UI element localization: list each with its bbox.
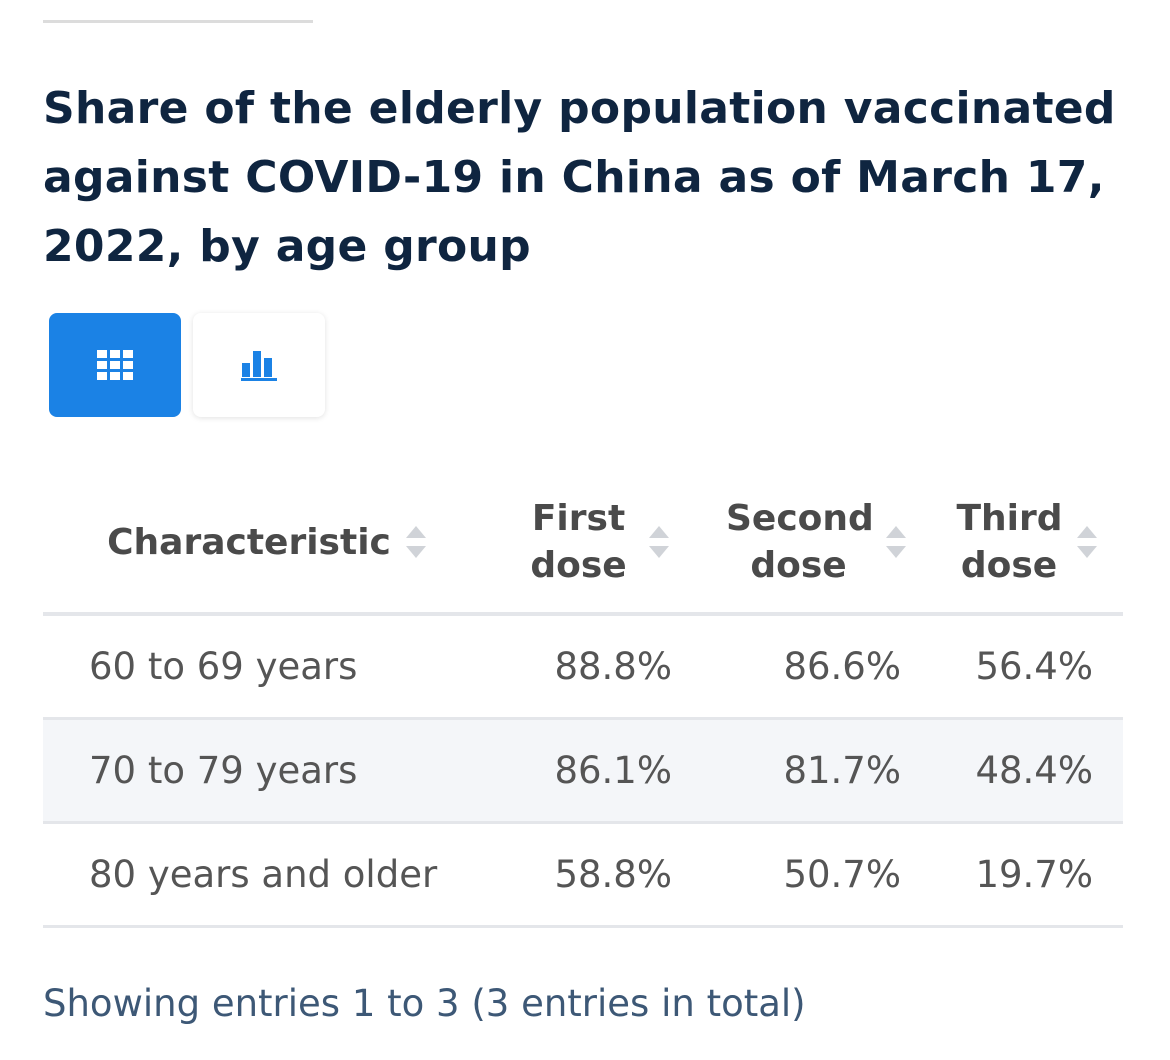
row-label: 60 to 69 years	[43, 614, 491, 720]
bar-chart-icon	[241, 351, 277, 381]
table-cell: 86.1%	[491, 718, 702, 824]
grid-icon	[97, 350, 133, 380]
sort-icon[interactable]	[1076, 524, 1098, 560]
table-cell: 81.7%	[702, 718, 931, 824]
table-view-button[interactable]	[49, 313, 181, 417]
sort-icon[interactable]	[405, 524, 427, 560]
sort-icon[interactable]	[648, 524, 670, 560]
entries-summary: Showing entries 1 to 3 (3 entries in tot…	[43, 982, 806, 1025]
table-row: 70 to 79 years 86.1% 81.7% 48.4%	[43, 718, 1123, 824]
table-row: 80 years and older 58.8% 50.7% 19.7%	[43, 822, 1123, 928]
column-header-label: Third dose	[956, 498, 1063, 586]
table-cell: 86.6%	[702, 614, 931, 720]
table-cell: 58.8%	[491, 822, 702, 928]
table-cell: 50.7%	[702, 822, 931, 928]
chart-title: Share of the elderly population vaccinat…	[43, 83, 1116, 272]
top-divider	[43, 20, 313, 23]
column-header-second-dose[interactable]: Second dose	[702, 472, 931, 616]
row-label: 80 years and older	[43, 822, 491, 928]
column-header-label: First dose	[530, 498, 627, 586]
table-cell: 88.8%	[491, 614, 702, 720]
column-header-first-dose[interactable]: First dose	[491, 472, 702, 616]
data-table: Characteristic First dose	[43, 472, 1123, 928]
sort-icon[interactable]	[885, 524, 907, 560]
table-row: 60 to 69 years 88.8% 86.6% 56.4%	[43, 614, 1123, 720]
table-cell: 48.4%	[931, 718, 1123, 824]
row-label: 70 to 79 years	[43, 718, 491, 824]
column-header-label: Second dose	[726, 498, 874, 586]
table-cell: 19.7%	[931, 822, 1123, 928]
column-header-label: Characteristic	[107, 521, 391, 563]
column-header-third-dose[interactable]: Third dose	[931, 472, 1123, 616]
table-header-row: Characteristic First dose	[43, 472, 1123, 616]
column-header-characteristic[interactable]: Characteristic	[43, 472, 491, 616]
chart-view-button[interactable]	[193, 313, 325, 417]
view-toggle	[49, 313, 325, 417]
table-cell: 56.4%	[931, 614, 1123, 720]
